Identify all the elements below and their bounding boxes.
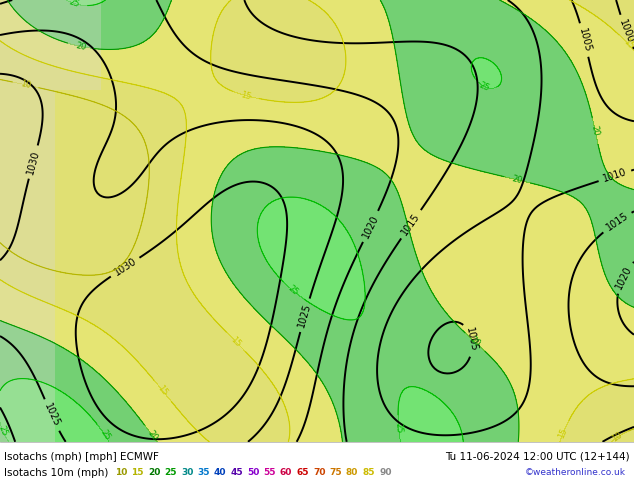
Text: 15: 15 <box>229 335 243 349</box>
Text: 25: 25 <box>164 468 177 477</box>
Text: 15: 15 <box>557 426 569 440</box>
Text: 1005: 1005 <box>576 27 592 53</box>
Text: 1025: 1025 <box>297 302 313 328</box>
Text: 75: 75 <box>330 468 342 477</box>
Text: ©weatheronline.co.uk: ©weatheronline.co.uk <box>525 468 626 477</box>
Text: 85: 85 <box>363 468 375 477</box>
Text: 40: 40 <box>214 468 226 477</box>
Text: 10: 10 <box>20 79 32 90</box>
Text: Isotachs 10m (mph): Isotachs 10m (mph) <box>4 468 108 478</box>
Text: 20: 20 <box>468 335 482 349</box>
Text: 35: 35 <box>198 468 210 477</box>
Text: 25: 25 <box>68 0 81 9</box>
Text: 50: 50 <box>247 468 259 477</box>
Text: 90: 90 <box>379 468 392 477</box>
Text: 20: 20 <box>75 41 87 52</box>
Text: 65: 65 <box>297 468 309 477</box>
Text: 1030: 1030 <box>25 149 41 175</box>
Text: 10: 10 <box>115 468 127 477</box>
Text: 55: 55 <box>264 468 276 477</box>
Text: 25: 25 <box>478 80 491 93</box>
Text: 25: 25 <box>0 424 9 437</box>
Text: 20: 20 <box>146 429 159 442</box>
Text: 10: 10 <box>611 431 624 444</box>
Text: 15: 15 <box>131 468 144 477</box>
Text: 1020: 1020 <box>614 264 633 291</box>
Text: 25: 25 <box>394 423 404 434</box>
Text: 45: 45 <box>231 468 243 477</box>
Text: 25: 25 <box>98 428 112 442</box>
Text: 15: 15 <box>240 90 252 101</box>
Text: 20: 20 <box>511 174 524 185</box>
Text: 1015: 1015 <box>400 211 422 237</box>
Text: Tu 11-06-2024 12:00 UTC (12+144): Tu 11-06-2024 12:00 UTC (12+144) <box>445 452 630 462</box>
Text: 1010: 1010 <box>602 168 628 184</box>
Text: 25: 25 <box>287 284 300 297</box>
Text: 30: 30 <box>181 468 193 477</box>
Text: 15: 15 <box>156 384 169 398</box>
Text: 60: 60 <box>280 468 292 477</box>
Text: 20: 20 <box>148 468 160 477</box>
Text: 1015: 1015 <box>604 211 630 233</box>
Text: 1025: 1025 <box>42 402 61 428</box>
Text: 20: 20 <box>590 125 600 137</box>
Text: Isotachs (mph) [mph] ECMWF: Isotachs (mph) [mph] ECMWF <box>4 452 159 462</box>
Text: 15: 15 <box>621 38 634 51</box>
Text: 80: 80 <box>346 468 358 477</box>
Text: 1020: 1020 <box>361 213 380 240</box>
Text: 1005: 1005 <box>464 327 479 353</box>
Text: 1030: 1030 <box>112 256 138 278</box>
Text: 1000: 1000 <box>617 18 634 44</box>
Text: 70: 70 <box>313 468 325 477</box>
